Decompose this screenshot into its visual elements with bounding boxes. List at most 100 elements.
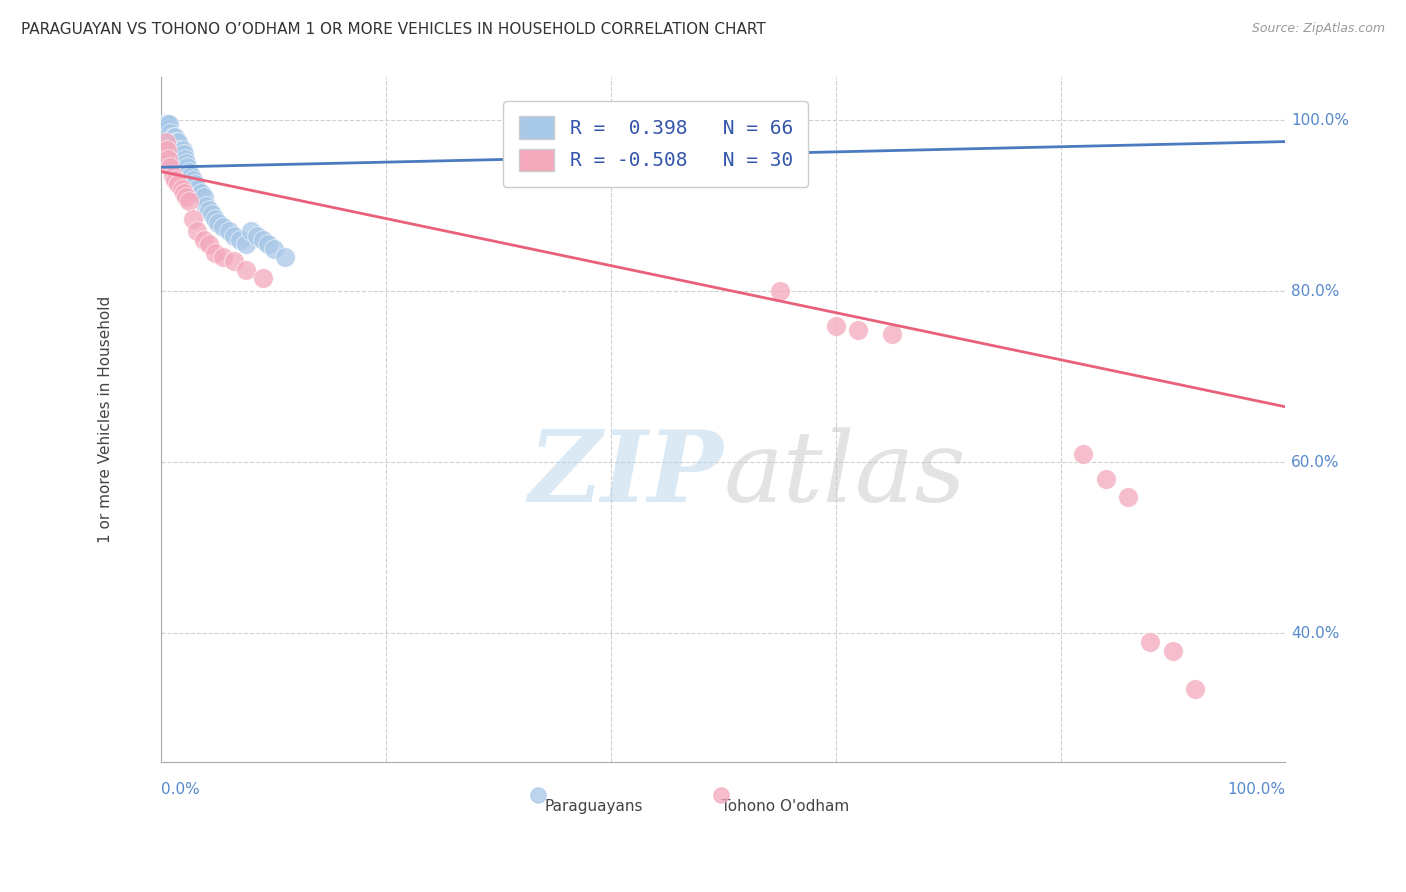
Point (153, 118, 176, 132)
Point (162, 130, 184, 145)
Point (193, 233, 215, 247)
Point (155, 135, 177, 149)
Point (156, 143, 179, 157)
Point (165, 147, 187, 161)
Point (179, 164, 201, 178)
Point (180, 169, 202, 183)
Text: Source: ZipAtlas.com: Source: ZipAtlas.com (1251, 22, 1385, 36)
Text: 1 or more Vehicles in Household: 1 or more Vehicles in Household (97, 296, 112, 543)
Point (152, 126, 174, 140)
Point (240, 224, 263, 238)
Point (207, 216, 229, 230)
Point (173, 147, 195, 161)
Text: 100.0%: 100.0% (1291, 112, 1348, 128)
Point (167, 135, 190, 149)
Point (152, 135, 174, 149)
Point (157, 121, 180, 136)
Point (162, 143, 184, 157)
Point (263, 242, 285, 256)
Point (170, 147, 193, 161)
Point (224, 254, 246, 268)
Point (157, 135, 180, 149)
Point (163, 130, 186, 145)
Point (174, 190, 197, 204)
Point (157, 147, 180, 161)
Point (156, 118, 179, 132)
Point (160, 135, 183, 149)
Point (159, 126, 181, 140)
Point (163, 135, 186, 149)
Point (252, 271, 274, 285)
Point (186, 181, 208, 195)
Point (181, 211, 204, 226)
Point (163, 147, 186, 161)
Point (172, 143, 194, 157)
Point (155, 126, 177, 140)
Point (186, 224, 208, 238)
Point (153, 121, 176, 136)
Point (204, 245, 226, 260)
Point (190, 186, 212, 200)
Point (160, 147, 183, 161)
Point (181, 173, 204, 187)
Point (167, 147, 190, 161)
Point (157, 130, 180, 145)
Text: Paraguayans: Paraguayans (546, 799, 644, 814)
Point (184, 178, 207, 192)
Point (169, 143, 191, 157)
Text: 60.0%: 60.0% (1291, 455, 1340, 470)
Point (1161, 643, 1184, 657)
Point (155, 135, 177, 149)
Point (768, 285, 790, 299)
Point (235, 237, 257, 252)
Point (155, 118, 177, 132)
Point (274, 250, 297, 264)
Text: 0.0%: 0.0% (162, 782, 200, 797)
Point (880, 327, 903, 342)
Point (846, 323, 869, 337)
Text: 100.0%: 100.0% (1227, 782, 1285, 797)
Point (179, 194, 201, 209)
Point (212, 250, 235, 264)
Point (165, 135, 187, 149)
Point (156, 143, 179, 157)
Point (218, 224, 240, 238)
Point (176, 161, 198, 175)
Point (224, 228, 246, 243)
Text: PARAGUAYAN VS TOHONO O’ODHAM 1 OR MORE VEHICLES IN HOUSEHOLD CORRELATION CHART: PARAGUAYAN VS TOHONO O’ODHAM 1 OR MORE V… (21, 22, 766, 37)
Text: 40.0%: 40.0% (1291, 626, 1340, 641)
Point (153, 139, 176, 153)
Point (166, 143, 188, 157)
Point (1116, 490, 1139, 504)
Point (159, 139, 181, 153)
Point (156, 126, 179, 140)
Point (159, 161, 181, 175)
Point (174, 156, 197, 170)
Point (1094, 473, 1116, 487)
Point (169, 147, 191, 161)
Point (1184, 682, 1206, 697)
Point (173, 186, 195, 200)
Point (163, 143, 186, 157)
Text: ZIP: ZIP (529, 426, 723, 523)
Text: 80.0%: 80.0% (1291, 284, 1340, 299)
Point (170, 181, 193, 195)
Point (174, 152, 197, 166)
Point (162, 169, 184, 183)
Point (1139, 635, 1161, 649)
Point (824, 318, 846, 333)
Point (157, 143, 180, 157)
Point (204, 211, 226, 226)
Point (197, 202, 219, 217)
Point (195, 199, 218, 213)
Point (246, 228, 269, 243)
Point (197, 237, 219, 252)
Point (167, 178, 190, 192)
Point (257, 237, 280, 252)
Point (163, 173, 186, 187)
Point (1071, 447, 1094, 461)
Point (229, 233, 252, 247)
Point (157, 152, 180, 166)
Point (201, 207, 224, 221)
Point (157, 118, 180, 132)
